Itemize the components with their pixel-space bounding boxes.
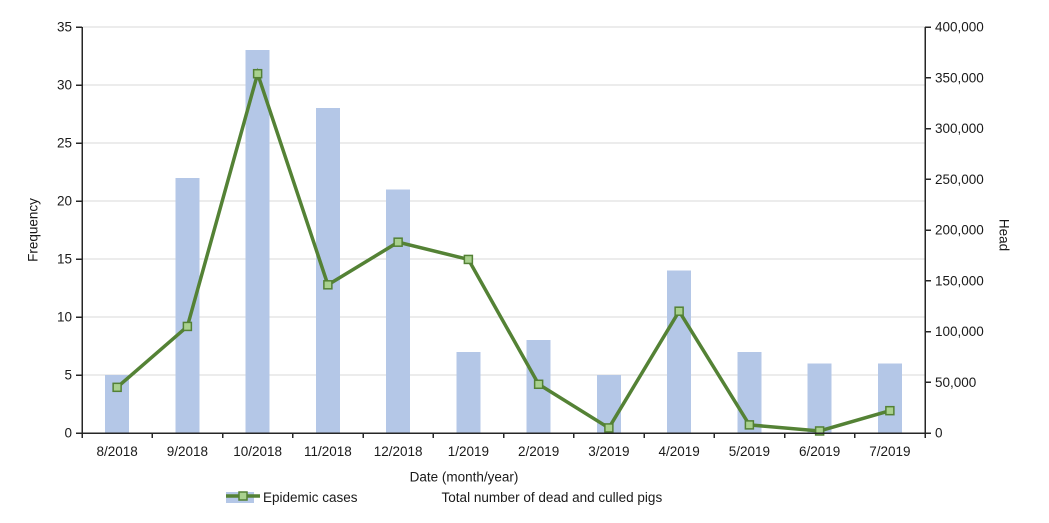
right-axis-tick-label: 250,000 bbox=[935, 172, 984, 187]
line-marker bbox=[252, 68, 263, 79]
left-axis-tick-label: 35 bbox=[57, 20, 72, 35]
legend-label-dead-culled-pigs: Total number of dead and culled pigs bbox=[441, 490, 663, 505]
line-marker bbox=[112, 382, 122, 393]
line-marker bbox=[885, 405, 895, 416]
left-axis-tick-label: 30 bbox=[57, 78, 72, 93]
line-marker bbox=[463, 254, 474, 265]
bar bbox=[245, 50, 270, 433]
line-marker bbox=[323, 280, 333, 290]
right-axis-tick-label: 50,000 bbox=[935, 375, 976, 390]
x-axis-category-label: 9/2018 bbox=[167, 444, 208, 459]
left-axis-tick-label: 10 bbox=[57, 310, 72, 325]
bar bbox=[315, 108, 340, 433]
bar bbox=[386, 189, 411, 433]
data-line bbox=[115, 67, 891, 433]
bar bbox=[456, 351, 481, 433]
line-marker bbox=[814, 426, 825, 436]
legend-label-epidemic-cases: Epidemic cases bbox=[263, 490, 358, 505]
x-axis-category-label: 8/2018 bbox=[96, 444, 137, 459]
line-marker bbox=[393, 237, 403, 247]
right-axis-tick-label: 300,000 bbox=[935, 121, 984, 136]
right-axis-tick-label: 100,000 bbox=[935, 324, 984, 339]
x-axis-title: Date (month/year) bbox=[409, 469, 519, 485]
left-axis-tick-label: 25 bbox=[57, 136, 72, 151]
left-axis-tick-label: 15 bbox=[57, 252, 72, 267]
bar bbox=[175, 177, 200, 433]
x-axis-category-label: 6/2019 bbox=[799, 444, 840, 459]
right-axis-tick-label: 150,000 bbox=[935, 273, 984, 288]
x-axis-category-label: 4/2019 bbox=[658, 444, 699, 459]
x-axis-category-label: 1/2019 bbox=[448, 444, 489, 459]
right-axis-tick-label: 400,000 bbox=[935, 20, 984, 35]
x-axis-category-label: 10/2018 bbox=[233, 444, 282, 459]
right-axis-title: Head bbox=[996, 218, 1012, 252]
bar bbox=[877, 363, 902, 433]
right-axis-tick-label: 200,000 bbox=[935, 223, 984, 238]
legend: Epidemic cases Total number of dead and … bbox=[226, 490, 662, 505]
line-marker bbox=[744, 420, 755, 430]
line-marker bbox=[182, 321, 193, 332]
x-axis-category-label: 11/2018 bbox=[304, 444, 352, 459]
right-axis-tick-label: 0 bbox=[935, 426, 943, 441]
left-axis-tick-label: 20 bbox=[57, 194, 72, 209]
left-axis-tick-label: 0 bbox=[64, 426, 72, 441]
left-axis-title: Frequency bbox=[25, 198, 41, 262]
line-swatch-icon bbox=[226, 491, 260, 501]
x-axis-category-label: 5/2019 bbox=[729, 444, 770, 459]
x-axis-category-label: 12/2018 bbox=[374, 444, 423, 459]
line-marker bbox=[674, 306, 684, 316]
x-axis-category-label: 2/2019 bbox=[518, 444, 559, 459]
x-axis-category-label: 3/2019 bbox=[588, 444, 629, 459]
legend-item-dead-culled-pigs: Total number of dead and culled pigs bbox=[226, 490, 663, 505]
bar bbox=[807, 363, 832, 433]
line-marker bbox=[533, 379, 544, 390]
right-axis-tick-label: 350,000 bbox=[935, 70, 984, 85]
bar bbox=[737, 351, 762, 433]
bar bbox=[667, 270, 692, 433]
line-marker bbox=[604, 423, 614, 433]
left-axis-tick-label: 5 bbox=[64, 368, 72, 383]
x-axis-category-label: 7/2019 bbox=[869, 444, 910, 459]
